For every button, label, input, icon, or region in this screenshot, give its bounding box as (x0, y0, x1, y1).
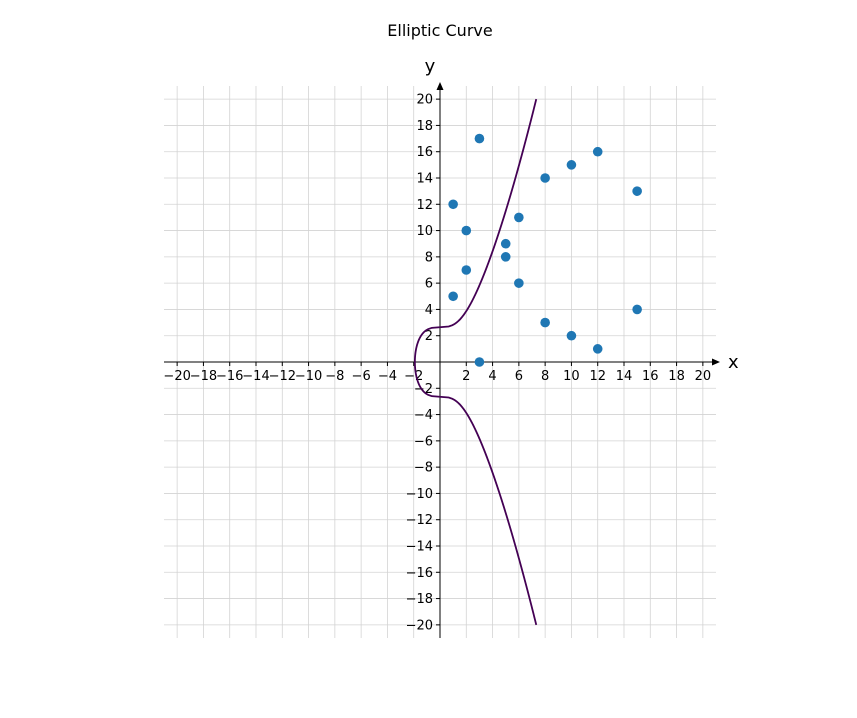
y-tick-label: −12 (406, 513, 433, 528)
x-tick-label: 18 (668, 369, 685, 384)
x-tick-label: 6 (515, 369, 523, 384)
x-tick-label: −2 (404, 369, 423, 384)
data-point (592, 146, 603, 157)
x-tick-label: 16 (642, 369, 659, 384)
y-tick-label: 10 (416, 224, 433, 239)
elliptic-curve-line (413, 98, 538, 626)
y-tick-label: 4 (425, 303, 433, 318)
x-tick-label: −18 (190, 369, 217, 384)
x-tick-label: −20 (163, 369, 190, 384)
data-point (448, 199, 458, 210)
x-tick-label: 8 (541, 369, 549, 384)
points-layer (448, 133, 642, 367)
data-point (592, 344, 603, 354)
x-tick-label: −10 (295, 369, 322, 384)
y-tick-label: −2 (414, 382, 433, 397)
y-tick-label: −18 (406, 592, 433, 607)
y-tick-label: 20 (416, 93, 433, 108)
y-tick-label: −4 (414, 408, 433, 423)
x-tick-label: 20 (695, 369, 712, 384)
y-tick-label: 2 (425, 329, 433, 344)
data-point (500, 252, 511, 262)
data-point (474, 133, 485, 144)
y-tick-label: −10 (406, 487, 433, 502)
y-tick-label: 16 (416, 145, 433, 160)
data-point (461, 225, 472, 236)
data-point (461, 265, 472, 275)
data-point (500, 238, 511, 249)
y-tick-label: −20 (406, 618, 433, 633)
y-tick-label: 12 (416, 198, 433, 213)
data-point (540, 317, 550, 328)
x-tick-label: 4 (488, 369, 496, 384)
y-tick-label: 18 (416, 119, 433, 134)
x-tick-label: −8 (325, 369, 344, 384)
x-tick-label: 12 (589, 369, 606, 384)
data-point (632, 304, 642, 315)
x-tick-label: −12 (269, 369, 296, 384)
data-point (566, 160, 577, 170)
y-tick-label: −14 (406, 540, 433, 555)
y-tick-label: 6 (425, 277, 433, 292)
x-tick-label: 2 (462, 369, 470, 384)
data-point (514, 278, 524, 288)
x-tick-label: −16 (216, 369, 243, 384)
y-tick-label: 14 (416, 172, 433, 187)
data-point (448, 291, 458, 302)
curve-layer (413, 98, 538, 626)
x-tick-label: 14 (616, 369, 633, 384)
data-point (540, 173, 550, 183)
x-tick-label: 10 (563, 369, 580, 384)
x-axis-label: x (728, 352, 739, 373)
chart-title: Elliptic Curve (387, 21, 492, 40)
data-point (632, 186, 642, 196)
axes: −20−18−16−14−12−10 −8 −6 −4 −2 2 4 6 8 10 12 14 16 18… (163, 82, 720, 638)
data-point (566, 330, 577, 341)
x-tick-label: −14 (242, 369, 269, 384)
y-tick-label: 8 (425, 250, 433, 265)
y-tick-label: −16 (406, 566, 433, 581)
x-tick-label: −4 (378, 369, 397, 384)
y-axis-label: y (425, 56, 436, 77)
data-point (514, 212, 524, 223)
data-point (474, 357, 485, 367)
y-tick-label: −8 (414, 461, 433, 476)
y-axis-arrow (436, 82, 444, 90)
x-tick-label: −6 (352, 369, 371, 384)
x-axis-arrow (712, 358, 720, 366)
y-tick-label: −6 (414, 434, 433, 449)
